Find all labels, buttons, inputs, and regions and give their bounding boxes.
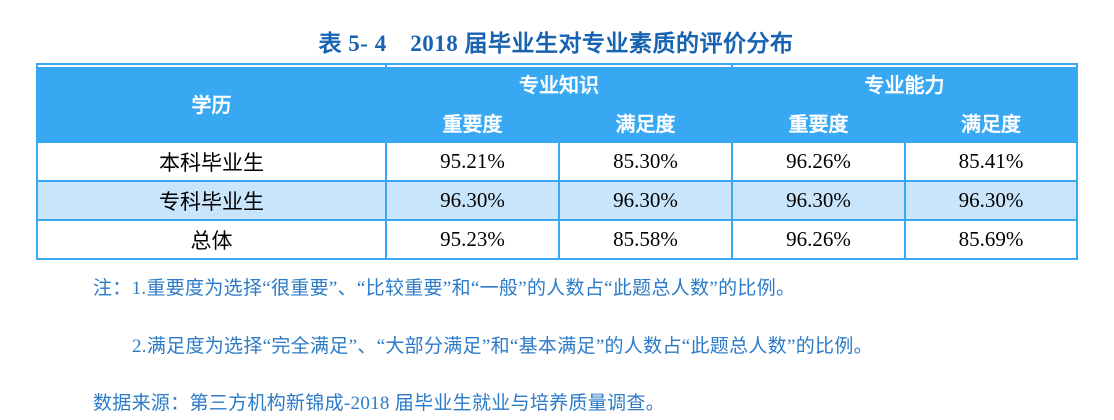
table-caption: 表 5- 4 2018 届毕业生对专业素质的评价分布: [318, 31, 794, 56]
header-cell-knowledge-satisfaction: 满足度: [558, 102, 733, 143]
value-cell: 85.58%: [558, 219, 733, 260]
evaluation-table: 学历 专业知识 专业能力 重要度 满足度 重要度 满足度 本科毕业生 95.21…: [36, 63, 1078, 260]
header-group-ability: 专业能力: [731, 63, 1078, 104]
header-cell-ability-satisfaction: 满足度: [904, 102, 1078, 143]
value-cell: 85.41%: [904, 141, 1078, 182]
table-body: 本科毕业生 95.21% 85.30% 96.26% 85.41% 专科毕业生 …: [36, 141, 1078, 260]
row-label: 本科毕业生: [36, 141, 387, 182]
value-cell: 96.30%: [558, 180, 733, 221]
table-row-college: 专科毕业生 96.30% 96.30% 96.30% 96.30%: [36, 180, 1078, 221]
header-row-subcolumns: 重要度 满足度 重要度 满足度: [37, 102, 1078, 143]
header-group-knowledge: 专业知识: [385, 63, 733, 104]
value-cell: 96.30%: [731, 180, 906, 221]
row-label: 专科毕业生: [36, 180, 387, 221]
value-cell: 96.26%: [731, 141, 906, 182]
table-row-undergraduate: 本科毕业生 95.21% 85.30% 96.26% 85.41%: [36, 141, 1078, 182]
table-row-overall: 总体 95.23% 85.58% 96.26% 85.69%: [36, 219, 1078, 260]
header-cell-ability-importance: 重要度: [731, 102, 906, 143]
value-cell: 95.21%: [385, 141, 560, 182]
table-header: 学历 专业知识 专业能力 重要度 满足度 重要度 满足度: [36, 63, 1078, 143]
value-cell: 95.23%: [385, 219, 560, 260]
footnote-satisfaction: 2.满足度为选择“完全满足”、“大部分满足”和“基本满足”的人数占“此题总人数”…: [132, 336, 873, 357]
value-cell: 96.30%: [385, 180, 560, 221]
header-cell-education: 学历: [36, 63, 387, 143]
header-row-groups: 学历 专业知识 专业能力: [36, 63, 1078, 143]
value-cell: 85.69%: [904, 219, 1078, 260]
header-cell-knowledge-importance: 重要度: [385, 102, 560, 143]
value-cell: 96.30%: [904, 180, 1078, 221]
data-source-note: 数据来源：第三方机构新锦成-2018 届毕业生就业与培养质量调查。: [93, 393, 665, 414]
row-label: 总体: [36, 219, 387, 260]
footnote-importance: 注：1.重要度为选择“很重要”、“比较重要”和“一般”的人数占“此题总人数”的比…: [93, 278, 796, 299]
value-cell: 85.30%: [558, 141, 733, 182]
value-cell: 96.26%: [731, 219, 906, 260]
